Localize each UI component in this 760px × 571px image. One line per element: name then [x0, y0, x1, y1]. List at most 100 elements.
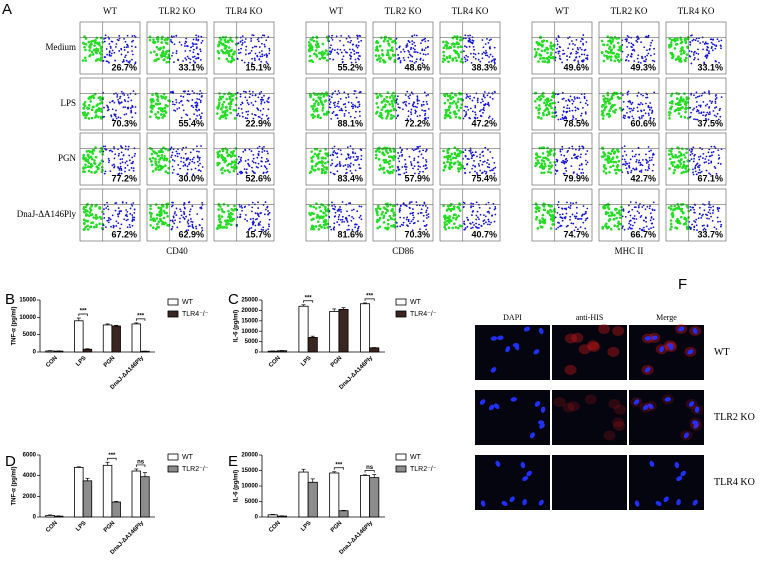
dot: [702, 114, 704, 117]
dot: [421, 39, 424, 42]
dot: [383, 153, 386, 157]
dot: [387, 226, 390, 230]
dot: [106, 60, 109, 63]
dot: [536, 206, 540, 210]
dot: [583, 213, 586, 216]
dot: [180, 95, 182, 98]
dot: [645, 225, 648, 228]
dot: [256, 38, 259, 41]
dot: [360, 39, 363, 42]
dot: [336, 209, 339, 212]
dot: [408, 51, 411, 53]
dot: [197, 38, 200, 41]
dot: [617, 55, 620, 59]
dot: [177, 59, 180, 62]
dot: [720, 96, 723, 99]
dot: [201, 229, 204, 232]
dot: [714, 60, 717, 62]
dot: [197, 164, 200, 167]
dot: [316, 42, 320, 46]
dot: [154, 227, 158, 231]
dot: [420, 42, 422, 45]
dot: [695, 163, 698, 166]
dot: [350, 105, 353, 108]
dot: [678, 221, 682, 225]
dot: [160, 55, 163, 59]
dot: [649, 212, 652, 215]
dot: [349, 41, 352, 44]
dot: [388, 109, 392, 113]
dot: [397, 106, 400, 109]
dot: [442, 50, 445, 54]
dot: [221, 95, 225, 99]
dot: [696, 109, 699, 111]
dot: [340, 153, 343, 156]
dot: [185, 159, 188, 161]
dot: [701, 157, 704, 160]
dot: [675, 92, 678, 95]
dot: [111, 99, 114, 102]
dot: [419, 145, 421, 148]
dot: [645, 102, 647, 105]
dot: [334, 211, 337, 214]
genotype-header: WT: [103, 6, 117, 16]
dot: [647, 165, 650, 168]
dot: [121, 201, 124, 204]
dot: [395, 109, 398, 112]
significance-label: ***: [335, 462, 343, 468]
dot: [263, 101, 266, 104]
dot: [198, 169, 201, 172]
y-axis-label: TNF-α (pg/ml): [12, 306, 18, 345]
dot: [200, 92, 203, 95]
dot: [698, 104, 700, 107]
dot: [93, 162, 97, 165]
dot: [124, 56, 126, 59]
dot: [471, 226, 474, 229]
dot: [345, 96, 348, 99]
dot: [200, 207, 203, 210]
dot: [411, 40, 414, 42]
dot: [251, 210, 253, 213]
dot: [386, 100, 390, 104]
dot: [343, 91, 346, 94]
dot: [105, 148, 108, 151]
dot: [85, 214, 88, 217]
dot: [167, 99, 170, 102]
dot: [243, 168, 246, 171]
dot: [398, 168, 401, 171]
dot: [648, 156, 651, 159]
dot: [493, 61, 496, 64]
dot: [606, 93, 610, 97]
dot: [632, 43, 634, 46]
dot: [341, 215, 344, 218]
dot: [571, 213, 574, 216]
dot: [459, 35, 462, 39]
dot: [424, 40, 427, 43]
bar: [359, 475, 371, 518]
nucleus: [677, 326, 685, 332]
dot: [571, 145, 574, 148]
dot: [151, 169, 155, 173]
dot: [239, 95, 242, 98]
dot: [413, 172, 416, 175]
dot: [534, 164, 537, 168]
dot: [581, 215, 583, 217]
dot: [165, 158, 168, 162]
dot: [180, 116, 183, 119]
dot: [669, 111, 672, 115]
dot: [538, 53, 542, 57]
dot: [472, 56, 475, 58]
dot: [537, 116, 541, 119]
dot: [195, 57, 197, 60]
dot: [96, 103, 100, 106]
dot: [164, 164, 167, 167]
dot: [494, 166, 497, 169]
dot: [422, 59, 425, 62]
dot: [584, 153, 587, 156]
micrograph-frame: [552, 390, 627, 445]
dot: [426, 46, 429, 49]
dot: [623, 117, 626, 120]
dot: [133, 216, 136, 219]
dot: [154, 157, 157, 161]
dot: [184, 50, 187, 52]
